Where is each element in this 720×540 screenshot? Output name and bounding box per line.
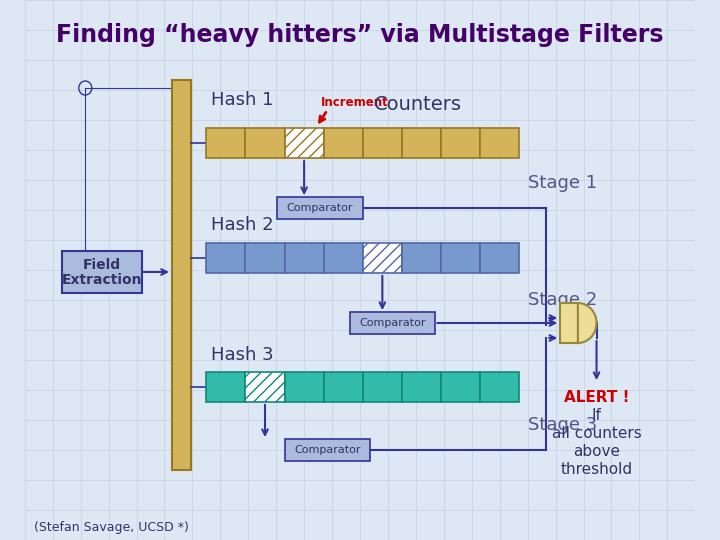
Bar <box>480 243 519 273</box>
Bar <box>207 372 246 402</box>
Text: Stage 3: Stage 3 <box>528 416 597 434</box>
Text: threshold: threshold <box>560 462 633 477</box>
Bar <box>402 372 441 402</box>
Bar <box>324 128 363 158</box>
FancyBboxPatch shape <box>284 439 370 461</box>
Text: Stage 2: Stage 2 <box>528 291 597 309</box>
Text: Hash 2: Hash 2 <box>211 216 274 234</box>
Bar <box>284 372 324 402</box>
Bar <box>324 243 363 273</box>
FancyBboxPatch shape <box>350 312 436 334</box>
Bar <box>363 128 402 158</box>
Bar <box>324 372 363 402</box>
Text: above: above <box>573 444 620 460</box>
Bar <box>284 243 324 273</box>
Bar <box>402 243 441 273</box>
Bar <box>480 372 519 402</box>
Bar <box>207 128 246 158</box>
Text: Comparator: Comparator <box>359 318 426 328</box>
Bar <box>246 243 284 273</box>
Text: Stage 1: Stage 1 <box>528 174 597 192</box>
Text: Hash 1: Hash 1 <box>211 91 274 109</box>
Wedge shape <box>578 303 597 343</box>
Bar <box>363 372 402 402</box>
Text: Comparator: Comparator <box>294 445 361 455</box>
Bar <box>441 243 480 273</box>
FancyBboxPatch shape <box>277 197 363 219</box>
FancyBboxPatch shape <box>62 251 142 293</box>
Bar <box>172 80 191 470</box>
Bar <box>284 128 324 158</box>
Text: ALERT !: ALERT ! <box>564 390 629 406</box>
Bar <box>402 128 441 158</box>
Bar <box>480 128 519 158</box>
Text: Comparator: Comparator <box>287 203 354 213</box>
Text: Extraction: Extraction <box>62 273 143 287</box>
Text: Increment: Increment <box>321 97 389 110</box>
Text: Counters: Counters <box>374 96 462 114</box>
Text: Field: Field <box>83 258 121 272</box>
Bar <box>246 372 284 402</box>
Text: (Stefan Savage, UCSD *): (Stefan Savage, UCSD *) <box>34 522 189 535</box>
Bar <box>560 303 578 343</box>
Text: Hash 3: Hash 3 <box>211 346 274 364</box>
Bar <box>441 372 480 402</box>
Bar <box>363 243 402 273</box>
Text: all counters: all counters <box>552 427 642 442</box>
Bar <box>207 243 246 273</box>
Text: If: If <box>592 408 601 423</box>
Bar <box>246 128 284 158</box>
Bar <box>441 128 480 158</box>
Text: Finding “heavy hitters” via Multistage Filters: Finding “heavy hitters” via Multistage F… <box>56 23 664 47</box>
